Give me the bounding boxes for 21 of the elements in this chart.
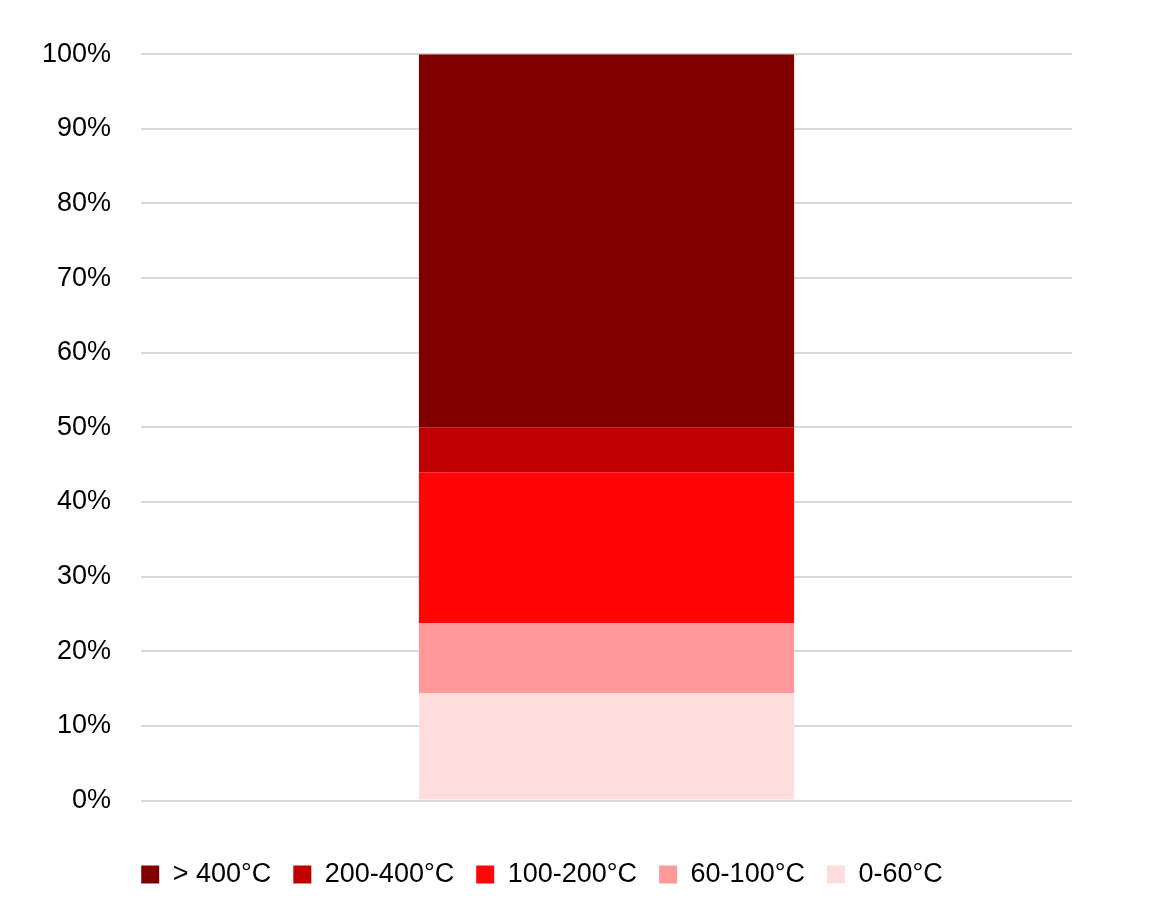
y-tick-label: 40% bbox=[57, 485, 112, 516]
bar bbox=[418, 622, 795, 694]
bar bbox=[418, 427, 795, 473]
y-tick-label: 90% bbox=[57, 112, 112, 143]
y-tick-label: 30% bbox=[57, 560, 112, 591]
y-tick-label: 60% bbox=[57, 336, 112, 367]
y-tick-label: 0% bbox=[72, 784, 112, 815]
y-tick-label: 80% bbox=[57, 186, 112, 217]
bar bbox=[418, 54, 795, 428]
y-tick-label: 20% bbox=[57, 634, 112, 665]
y-tick-label: 100% bbox=[41, 37, 112, 68]
y-tick-label: 50% bbox=[57, 410, 112, 441]
legend-label: 0-60°C bbox=[858, 857, 943, 888]
legend-label: 100-200°C bbox=[507, 857, 638, 888]
legend-label: > 400°C bbox=[172, 857, 272, 888]
y-tick-label: 10% bbox=[57, 709, 112, 740]
bar bbox=[418, 693, 795, 800]
legend-label: 200-400°C bbox=[324, 857, 455, 888]
bar bbox=[418, 472, 795, 623]
y-tick-label: 70% bbox=[57, 261, 112, 292]
legend-label: 60-100°C bbox=[690, 857, 805, 888]
